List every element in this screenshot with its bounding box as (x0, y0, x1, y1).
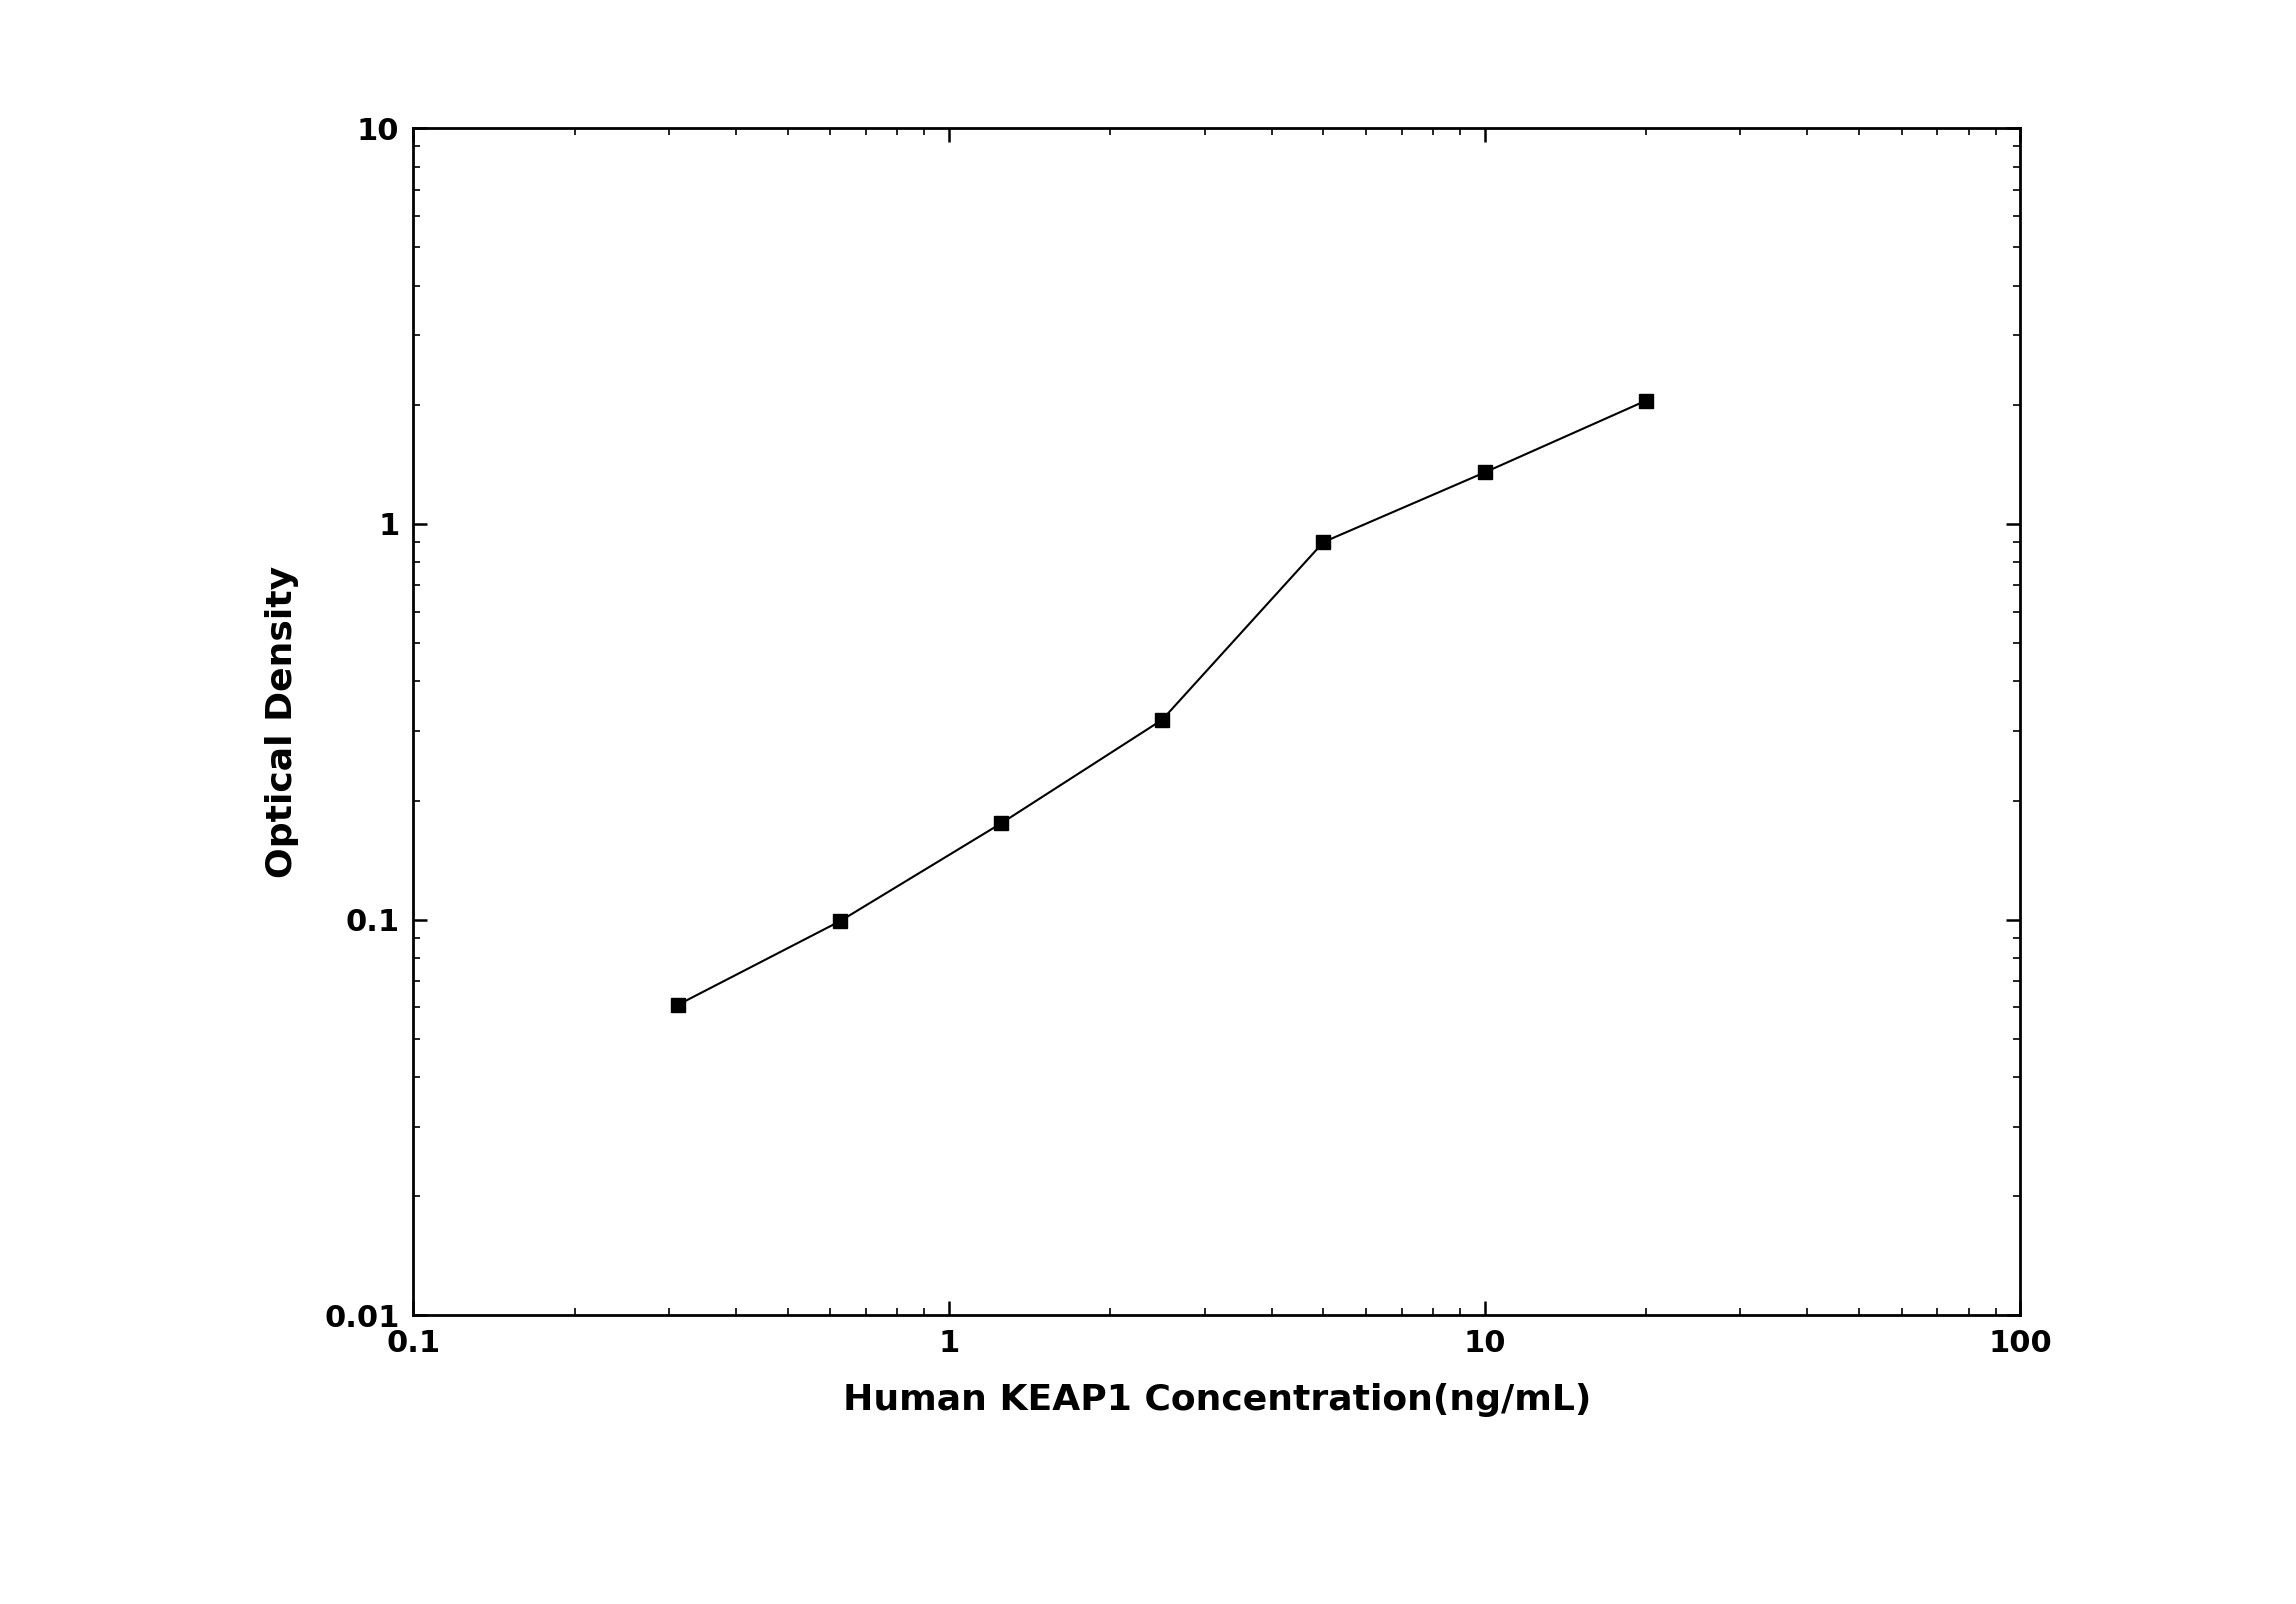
Y-axis label: Optical Density: Optical Density (264, 566, 298, 877)
X-axis label: Human KEAP1 Concentration(ng/mL): Human KEAP1 Concentration(ng/mL) (843, 1383, 1591, 1418)
